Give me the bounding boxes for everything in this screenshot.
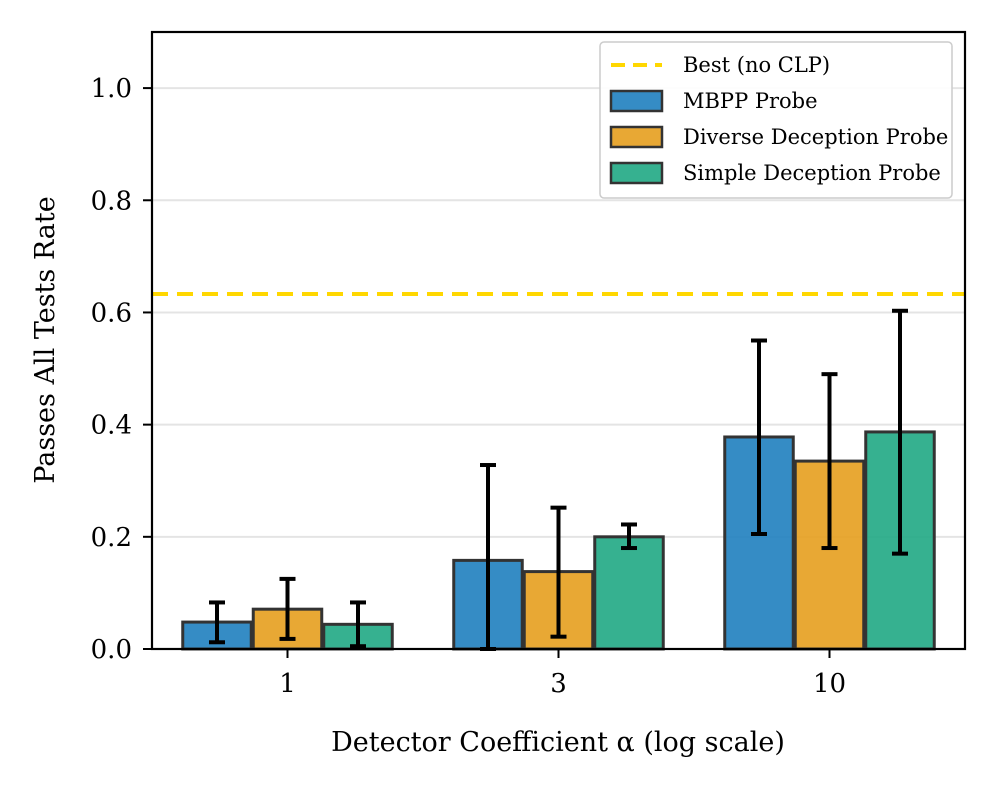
y-axis-label: Passes All Tests Rate	[30, 196, 61, 483]
bar	[593, 535, 665, 651]
legend-swatch	[609, 89, 664, 113]
ticks: 0.0 0.2 0.4 0.6 0.8 1.0 1 3 10	[91, 74, 846, 699]
y-tick-label: 0.2	[91, 523, 132, 553]
x-tick-label: 3	[550, 669, 567, 699]
y-tick-label: 0.8	[91, 186, 132, 216]
y-tick-label: 0.0	[91, 635, 132, 665]
y-tick-label: 1.0	[91, 74, 132, 104]
x-tick-label: 10	[813, 669, 846, 699]
legend-swatch	[609, 161, 664, 185]
y-tick-label: 0.6	[91, 298, 132, 328]
y-tick-label: 0.4	[91, 411, 132, 441]
legend: Best (no CLP) MBPP Probe Diverse Deceptio…	[599, 41, 953, 199]
legend-swatch	[609, 125, 664, 149]
legend-label: MBPP Probe	[683, 89, 818, 113]
error-bars	[209, 308, 908, 651]
legend-frame	[599, 41, 953, 199]
legend-label-ref-line: Best (no CLP)	[683, 53, 830, 77]
legend-series-items: MBPP Probe Diverse Deception Probe Simple …	[609, 89, 948, 185]
x-axis-label: Detector Coefficient α (log scale)	[331, 727, 785, 758]
legend-label: Diverse Deception Probe	[683, 125, 948, 149]
x-tick-label: 1	[279, 669, 296, 699]
legend-label: Simple Deception Probe	[683, 161, 941, 185]
